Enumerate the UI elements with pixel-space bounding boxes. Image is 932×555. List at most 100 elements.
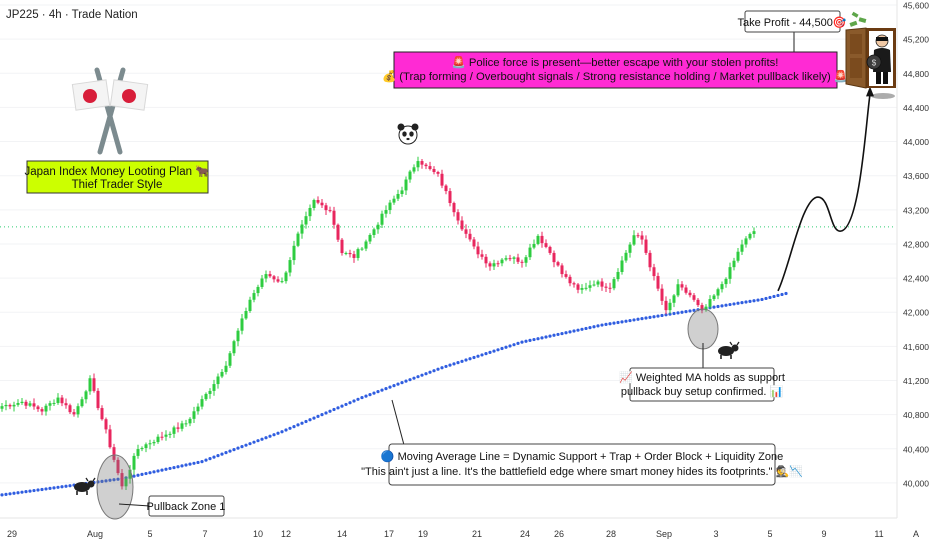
candle-body	[444, 185, 448, 192]
ma-dot	[676, 311, 680, 315]
candle-body	[120, 473, 124, 487]
take-profit-label[interactable]: Take Profit - 44,500🎯	[737, 10, 847, 52]
ma-dot	[404, 379, 408, 383]
candle-body	[416, 161, 420, 168]
candle-body	[48, 403, 52, 406]
ma-dot	[772, 294, 776, 299]
candle-body	[676, 284, 680, 296]
candle-body	[164, 434, 168, 437]
candle-body	[564, 274, 568, 277]
candle-body	[692, 295, 696, 300]
ma-dot	[336, 406, 340, 410]
ma-dot	[112, 478, 116, 482]
ma-dot	[276, 431, 280, 435]
candle-body	[356, 249, 360, 258]
time-tick-label: Sep	[656, 529, 672, 539]
ma-support-label[interactable]: 📈 Weighted MA holds as support pullback …	[619, 367, 785, 402]
candle-body	[8, 404, 12, 407]
ma-dot	[176, 465, 180, 469]
candle-body	[448, 191, 452, 203]
ma-dot	[220, 452, 224, 456]
police-callout[interactable]: 🚨 Police force is present—better escape …	[382, 51, 848, 89]
pullback-zone-label[interactable]: Pullback Zone 1	[147, 495, 226, 517]
candle-body	[176, 427, 180, 429]
price-tick-label: 43,200	[903, 205, 929, 215]
candle-body	[664, 300, 668, 311]
candle-body	[16, 402, 20, 405]
candle-body	[144, 444, 148, 449]
ma-dot	[760, 297, 764, 302]
ma-dot	[232, 448, 236, 452]
candle-body	[104, 419, 108, 430]
ma-dot	[20, 490, 24, 494]
ma-dot	[104, 479, 108, 483]
ma-dot	[224, 451, 228, 455]
candle-body	[76, 406, 80, 415]
candle-body	[248, 299, 252, 312]
candle-body	[156, 436, 160, 443]
ma-dot	[424, 372, 428, 376]
candle-body	[64, 403, 68, 406]
candle-body	[312, 200, 316, 208]
ma-dot	[152, 470, 156, 474]
candle-body	[228, 353, 232, 366]
candle-body	[244, 311, 248, 319]
time-axis[interactable]: 29 Aug 5 7 10 12 14 17 19 21 24 26 28 Sep 3 5 9 11 A	[7, 529, 919, 539]
ma-dot	[516, 341, 520, 345]
price-tick-label: 42,000	[903, 308, 929, 318]
ma-dot	[632, 318, 636, 322]
ma-dot	[600, 323, 604, 327]
price-tick-label: 45,200	[903, 35, 929, 45]
candle-body	[56, 397, 60, 403]
ma-dot	[64, 484, 68, 488]
ma-dot	[272, 433, 276, 437]
ma-dot	[508, 344, 512, 348]
ma-dot	[536, 337, 540, 341]
candle-body	[280, 281, 284, 283]
ma-dot	[160, 468, 164, 472]
candle-body	[496, 263, 500, 265]
candle-body	[560, 265, 564, 275]
candle-body	[708, 299, 712, 307]
ma-dot	[208, 457, 212, 461]
symbol-title[interactable]: JP225 · 4h · Trade Nation	[6, 9, 138, 21]
ma-dot	[780, 292, 784, 297]
price-axis[interactable]: 40,000 40,400 40,800 41,200 41,600 42,000 42,4…	[903, 1, 929, 489]
candle-body	[728, 267, 732, 279]
candle-body	[440, 173, 444, 186]
ma-dot	[416, 375, 420, 379]
candle-body	[36, 406, 40, 410]
candle-body	[276, 279, 280, 282]
plan-title: Japan Index Money Looting Plan 🐂	[24, 165, 209, 178]
candle-body	[576, 284, 580, 290]
candle-body	[360, 248, 364, 250]
ma-dot	[552, 333, 556, 337]
candle-body	[492, 263, 496, 267]
price-tick-label: 44,800	[903, 69, 929, 79]
candle-body	[208, 390, 212, 394]
ma-dot	[764, 296, 768, 301]
candle-body	[72, 412, 76, 415]
candle-body	[292, 245, 296, 261]
ma-dot	[692, 308, 696, 312]
candle-body	[0, 406, 4, 409]
candle-body	[52, 402, 56, 404]
candle-body	[168, 433, 172, 435]
ma-dot	[352, 399, 356, 403]
ma-dot	[156, 469, 160, 473]
candle-body	[256, 286, 260, 294]
ma-dot	[736, 301, 740, 305]
candle-body	[628, 244, 632, 253]
ma-dot	[584, 326, 588, 331]
ma-description-note[interactable]: 🔵 Moving Average Line = Dynamic Support …	[361, 443, 803, 486]
ma-dot	[340, 404, 344, 408]
plan-label[interactable]: Japan Index Money Looting Plan 🐂 Thief T…	[24, 160, 210, 194]
candle-body	[412, 167, 416, 172]
ma-dot	[360, 395, 364, 400]
projection-arrowhead	[866, 86, 874, 97]
candle-body	[696, 299, 700, 306]
candle-body	[272, 276, 276, 280]
ma-dot	[228, 449, 232, 453]
candle-body	[524, 257, 528, 263]
ma-dot	[644, 316, 648, 320]
